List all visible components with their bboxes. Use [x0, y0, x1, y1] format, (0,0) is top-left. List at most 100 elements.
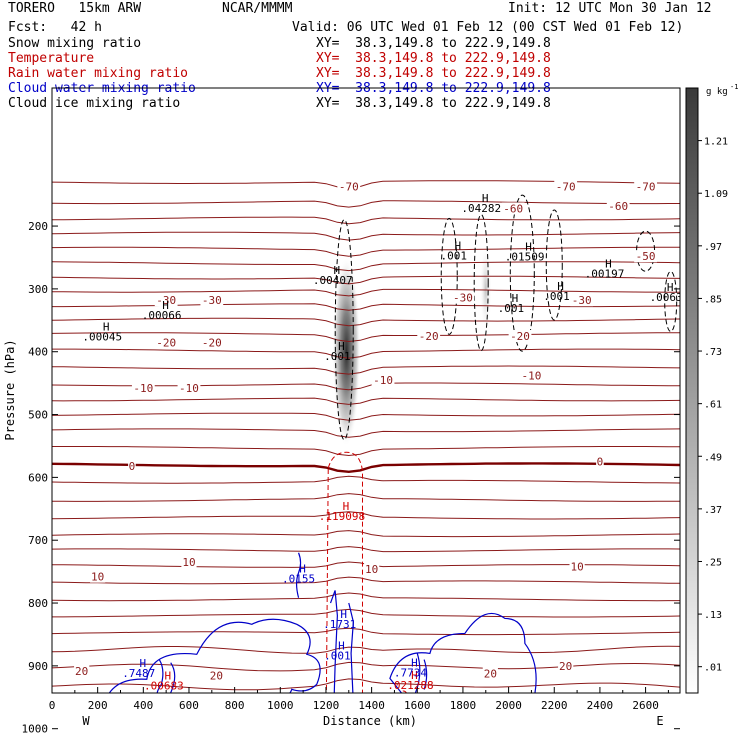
snow-maximum-label-h: H — [557, 280, 564, 293]
plot-frame — [51, 87, 681, 694]
temperature-label-bg — [128, 460, 136, 473]
temperature-label-bg — [337, 180, 361, 193]
temperature-label-bg — [451, 291, 475, 304]
isotherm — [52, 475, 680, 484]
temperature-label-bg — [570, 294, 594, 307]
colorbar-ramp — [685, 87, 699, 694]
snow-maximum-label: .00045 — [82, 330, 122, 343]
temperature-label-bg — [131, 382, 155, 395]
temperature-label-bg — [554, 180, 578, 193]
snow-maximum-label-h: H — [667, 281, 674, 294]
isotherm — [52, 608, 680, 618]
temperature-label-bg — [606, 199, 630, 212]
colorbar-label: 1.09 — [704, 189, 728, 200]
snow-contour — [545, 209, 563, 321]
legend-rain-xy: XY= 38.3,149.8 to 222.9,149.8 — [316, 66, 551, 81]
colorbar-label: .73 — [704, 347, 722, 358]
cloud-water-contour — [329, 590, 354, 693]
snow-maximum-label: .001 — [543, 290, 570, 303]
temperature-label-bg — [634, 250, 657, 263]
colorbar-label: .25 — [704, 557, 722, 568]
cloud-water-maximum-label-h: H — [139, 657, 146, 670]
cloud-water-maximum-label-h: H — [340, 608, 347, 621]
temperature-label-bg — [569, 560, 585, 573]
temperature-label: -10 — [521, 370, 541, 383]
isotherm — [52, 288, 680, 297]
x-tick-label: 2400 — [587, 699, 614, 712]
temperature-label: 20 — [559, 660, 572, 673]
x-tick-label: 1600 — [404, 699, 431, 712]
temperature-label: -10 — [373, 374, 393, 387]
cloud-water-maximum-label-h: H — [338, 640, 345, 653]
isotherm — [52, 382, 680, 391]
isotherm — [52, 412, 680, 421]
snow-maximum-label: .0063 — [650, 291, 683, 304]
temperature-label: 20 — [75, 665, 88, 678]
west-label: W — [82, 714, 90, 728]
snow-maximum-label-h: H — [103, 320, 110, 333]
snow-contour — [440, 217, 458, 335]
rain-maximum-label: .119098 — [319, 510, 365, 523]
x-tick-label: 0 — [49, 699, 56, 712]
forecast-hour: Fcst: 42 h — [8, 20, 102, 35]
plot-area: -70 -70 -70 -60 -60 -50 -30 -30 -30 -30 -20 -20 -20 -… — [52, 180, 683, 693]
temperature-label-bg — [181, 556, 197, 569]
cloud-water-maximum-label: .001 — [324, 650, 351, 663]
snow-maximum-label-h: H — [512, 292, 519, 305]
legend-temperature-xy: XY= 38.3,149.8 to 222.9,149.8 — [316, 51, 551, 66]
x-tick-label: 600 — [179, 699, 199, 712]
colorbar-label: 1.21 — [704, 137, 728, 148]
isotherm — [52, 576, 680, 585]
temperature-label: 10 — [365, 563, 378, 576]
isotherm — [52, 428, 680, 438]
y-tick-label: 1000 — [22, 723, 49, 736]
temperature-label-bg — [558, 659, 574, 672]
temperature-label: -30 — [156, 294, 176, 307]
snow-contour — [334, 219, 354, 441]
rain-maximum-label-h: H — [165, 670, 172, 683]
y-axis-label: Pressure (hPa) — [3, 339, 17, 440]
snow-maximum-label-h: H — [162, 299, 169, 312]
temperature-label-bg — [74, 664, 90, 677]
snow-maximum-label: .00407 — [313, 274, 353, 287]
legend-snow-xy: XY= 38.3,149.8 to 222.9,149.8 — [316, 36, 551, 51]
isotherm — [52, 446, 680, 457]
colorbar-label: .85 — [704, 294, 722, 305]
snow-maximum-label-h: H — [454, 239, 461, 252]
temperature-label: -20 — [156, 336, 176, 349]
temperature-label-bg — [501, 202, 525, 215]
y-tick-label: 600 — [28, 471, 48, 484]
temperature-label: 20 — [210, 669, 223, 682]
isotherm — [52, 246, 680, 257]
temperature-label-bg — [508, 330, 532, 343]
snow-contour — [509, 194, 535, 352]
temperature-label: -30 — [202, 294, 222, 307]
isotherm — [52, 546, 680, 553]
temperature-label-bg — [177, 382, 201, 395]
snow-maximum-label: .001 — [498, 302, 525, 315]
temperature-label: -20 — [419, 330, 439, 343]
temperature-label-bg — [520, 369, 543, 382]
cloud-water-contour — [414, 653, 428, 693]
temperature-label-bg — [208, 669, 224, 682]
colorbar-label: .49 — [704, 452, 722, 463]
temperature-label: -50 — [636, 250, 656, 263]
y-tick-label: 300 — [28, 283, 48, 296]
temperature-label: -60 — [608, 200, 628, 213]
temperature-label-bg — [417, 330, 441, 343]
isotherm-zero — [52, 462, 680, 474]
cloud-water-maximum-label: .0155 — [282, 572, 315, 585]
x-tick-label: 2600 — [632, 699, 659, 712]
y-tick-label: 200 — [28, 220, 48, 233]
isotherm — [52, 365, 680, 375]
temperature-label-bg — [634, 180, 657, 193]
isotherm — [52, 661, 680, 672]
snow-maximum-label: .04282 — [461, 202, 501, 215]
isotherm — [52, 216, 680, 225]
colorbar-label: .61 — [704, 400, 722, 411]
isotherm — [52, 180, 680, 189]
temperature-label-bg — [596, 455, 604, 468]
colorbar-unit: g kg — [706, 87, 728, 97]
rain-maximum-label: .00683 — [144, 680, 184, 693]
